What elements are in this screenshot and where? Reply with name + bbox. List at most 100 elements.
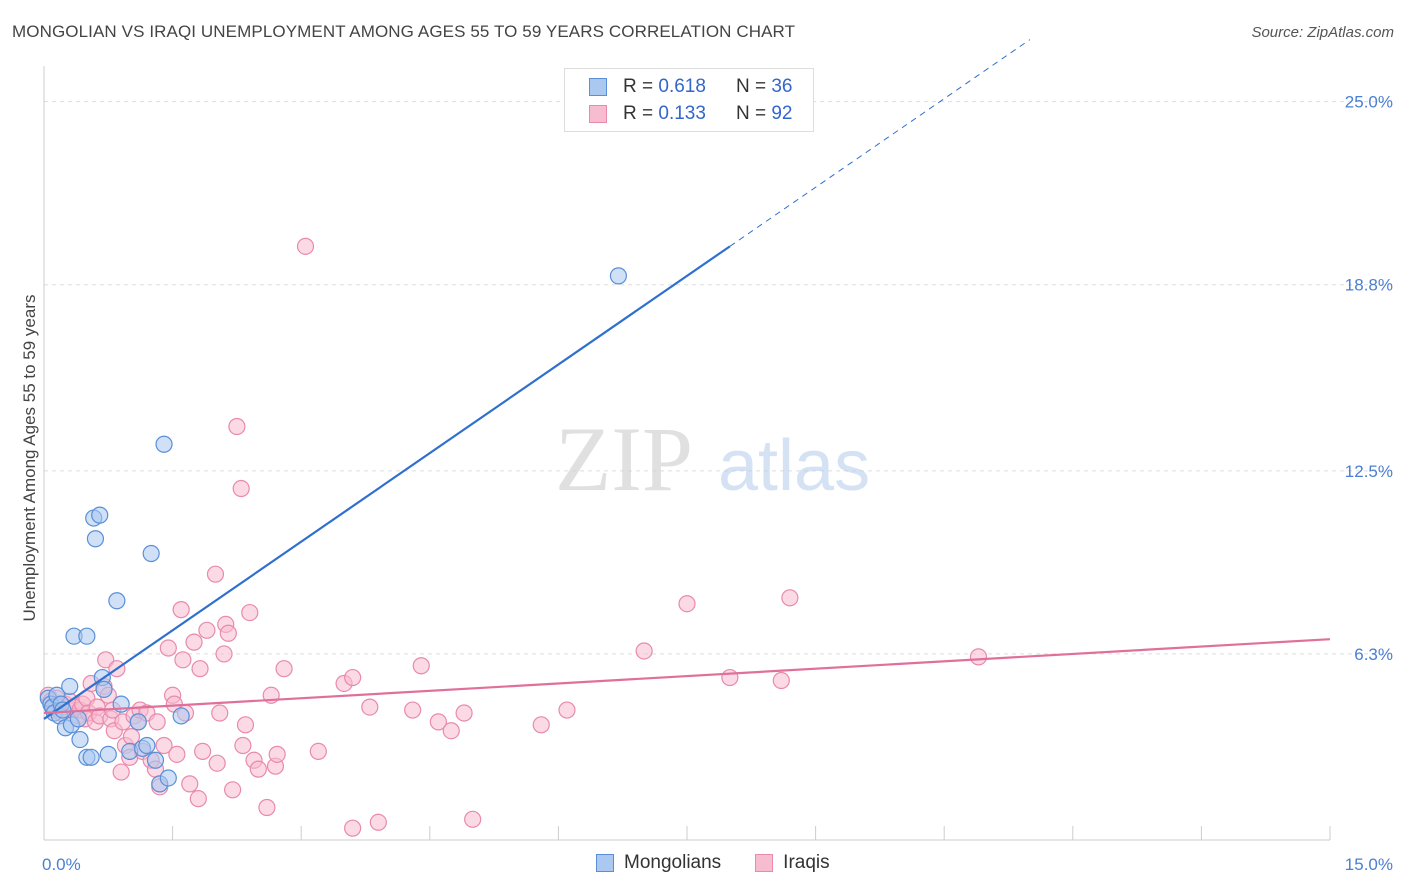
x-tick-label: 15.0%	[1345, 855, 1393, 874]
series-swatch-mongolians	[596, 854, 614, 872]
mongolians-point	[172, 707, 190, 725]
iraqis-point	[369, 813, 387, 831]
iraqis-point	[309, 742, 327, 760]
legend-swatch-iraqis	[589, 105, 607, 123]
mongolians-point	[69, 710, 87, 728]
series-legend: Mongolians Iraqis	[596, 852, 830, 874]
iraqis-point	[172, 601, 190, 619]
legend-r-label: R =	[623, 76, 654, 97]
gridlines	[44, 101, 1392, 655]
iraqis-point	[772, 671, 790, 690]
iraqis-point	[275, 660, 293, 678]
iraqis-point	[404, 701, 422, 719]
iraqis-point	[112, 763, 130, 781]
iraqis-point	[208, 754, 226, 772]
mongolians-point	[146, 751, 165, 769]
iraqis-point	[198, 621, 216, 639]
iraqis-point	[194, 742, 212, 760]
trend-lines	[43, 39, 1331, 720]
iraqis-point	[185, 633, 203, 651]
iraqis-point	[174, 651, 192, 669]
mongolians-point	[108, 592, 126, 610]
iraqis-point	[781, 589, 799, 607]
iraqis-point	[344, 668, 362, 687]
iraqis-point	[969, 648, 988, 666]
chart-title: MONGOLIAN VS IRAQI UNEMPLOYMENT AMONG AG…	[12, 22, 796, 41]
mongolians-point	[138, 736, 156, 755]
iraqis-point	[258, 798, 276, 817]
iraqis-point	[219, 624, 237, 642]
legend-row-iraqis: R = 0.133 N = 92	[589, 102, 792, 126]
legend-n-label: N =	[735, 103, 767, 124]
iraqis-point	[155, 736, 173, 755]
iraqis-point	[211, 704, 229, 722]
correlation-legend: R = 0.618 N = 36 R = 0.133 N = 92	[564, 68, 814, 132]
iraqis-point	[215, 645, 233, 663]
watermark-zip: ZIP	[555, 408, 693, 510]
series-swatch-iraqis	[755, 854, 774, 872]
iraqis-point	[159, 639, 177, 657]
iraqis-point	[296, 237, 315, 255]
iraqis-point	[236, 716, 255, 734]
mongolians-point	[91, 506, 109, 524]
iraqis-point	[181, 775, 199, 793]
iraqis-point	[168, 745, 186, 763]
axes	[43, 66, 1331, 841]
legend-n-mongolians: 36	[771, 76, 793, 97]
legend-row-mongolians: R = 0.618 N = 36	[589, 75, 792, 99]
mongolians-point	[61, 677, 79, 696]
iraqis-point	[429, 713, 447, 731]
legend-swatch-mongolians	[589, 78, 607, 96]
iraqis-point	[344, 819, 362, 837]
mongolians-point	[159, 769, 177, 787]
mongolians-point	[95, 680, 113, 698]
series-label-mongolians: Mongolians	[624, 852, 722, 873]
watermark: ZIP atlas	[555, 408, 870, 510]
y-tick-label: 18.8%	[1345, 276, 1393, 295]
iraqis-point	[532, 716, 550, 734]
mongolians-point	[99, 745, 117, 763]
mongolians-point	[78, 627, 96, 645]
mongolians-trend-extension	[729, 39, 1031, 247]
y-tick-label: 12.5%	[1345, 462, 1393, 481]
x-tick-label: 0.0%	[42, 855, 81, 874]
iraqis-point	[224, 781, 242, 799]
watermark-atlas: atlas	[718, 426, 870, 506]
iraqis-point	[361, 698, 379, 716]
iraqis-point	[464, 810, 482, 828]
mongolians-point	[129, 713, 147, 731]
y-tick-label: 6.3%	[1354, 645, 1393, 664]
legend-n-iraqis: 92	[771, 103, 793, 124]
legend-r-iraqis: 0.133	[658, 103, 706, 124]
iraqis-point	[206, 565, 225, 583]
mongolians-point	[142, 544, 160, 563]
iraqis-point	[678, 595, 696, 613]
mongolians-trend-line	[43, 245, 731, 720]
iraqis-point	[189, 790, 207, 808]
iraqis-point	[721, 668, 739, 687]
mongolians-point	[54, 701, 72, 719]
mongolians-point	[71, 730, 89, 749]
iraqis-point	[234, 736, 252, 755]
mongolians-point	[82, 748, 100, 766]
iraqis-point	[191, 660, 209, 678]
iraqis-point	[232, 479, 250, 498]
series-label-iraqis: Iraqis	[783, 852, 830, 873]
iraqis-point	[455, 704, 473, 722]
legend-n-label: N =	[735, 76, 767, 97]
iraqis-point	[635, 642, 653, 660]
iraqis-point	[268, 745, 286, 763]
iraqis-point	[442, 722, 460, 740]
iraqis-point	[412, 657, 430, 675]
mongolians-point	[155, 435, 173, 453]
iraqis-point	[558, 701, 576, 719]
y-tick-label: 25.0%	[1345, 93, 1393, 112]
legend-r-mongolians: 0.618	[658, 76, 706, 97]
source-label: Source: ZipAtlas.com	[1251, 24, 1394, 41]
iraqis-point	[228, 417, 246, 436]
iraqis-point	[249, 760, 267, 778]
iraqis-trend-line	[43, 638, 1331, 715]
mongolians-point	[609, 267, 628, 285]
legend-r-label: R =	[623, 103, 654, 124]
